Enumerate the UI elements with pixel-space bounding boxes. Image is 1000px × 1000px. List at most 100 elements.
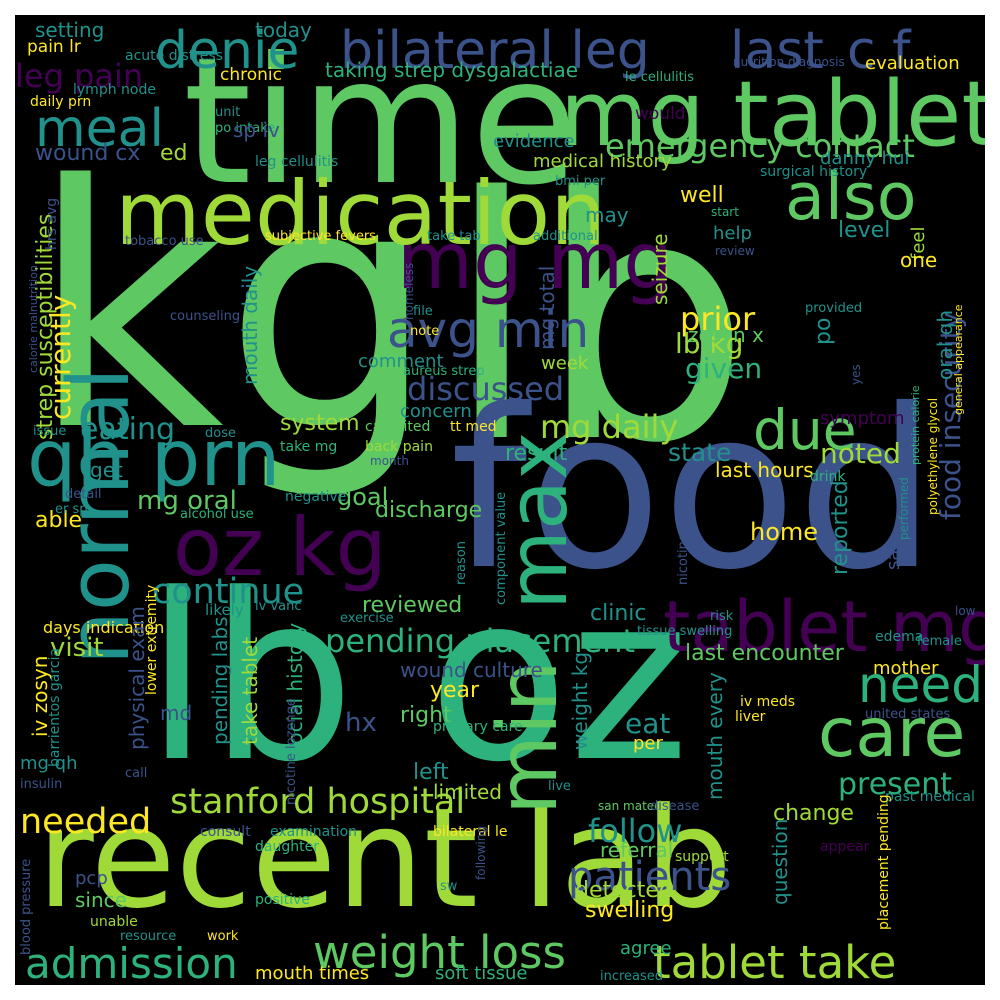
cloud-word: week	[541, 353, 589, 374]
cloud-word: tissue swelling	[637, 624, 733, 639]
cloud-word: continue	[152, 572, 305, 612]
cloud-word: medication	[115, 162, 607, 265]
cloud-word: component value	[494, 491, 509, 605]
cloud-word: meal	[35, 99, 164, 159]
cloud-word: counseling	[170, 309, 241, 324]
cloud-word: examination	[270, 824, 358, 840]
cloud-word: take tablet	[238, 636, 262, 745]
cloud-word: bmi per	[555, 174, 606, 189]
cloud-word: united states	[865, 707, 951, 722]
cloud-word: tablet mg	[663, 586, 985, 668]
cloud-word: denie	[155, 21, 300, 81]
cloud-word: iv vanc	[255, 599, 302, 614]
cloud-word: po	[811, 317, 836, 345]
cloud-word: limited	[433, 780, 502, 804]
cloud-word: level	[838, 218, 891, 243]
cloud-word: negative	[285, 489, 347, 505]
cloud-word: home	[750, 518, 819, 546]
cloud-word: change	[773, 801, 854, 826]
cloud-word: positive	[255, 892, 310, 908]
cloud-word: placement pending	[876, 794, 892, 930]
cloud-word: work	[207, 929, 239, 944]
cloud-word: mg qh	[20, 753, 78, 774]
cloud-word: drink	[810, 469, 846, 485]
cloud-word: dose	[205, 426, 236, 441]
cloud-word: sp iv	[233, 118, 280, 142]
cloud-word: mother	[873, 658, 939, 679]
cloud-word: live	[548, 779, 571, 794]
cloud-word: nicotine patch	[676, 492, 691, 585]
cloud-word: tablet take	[653, 936, 897, 985]
cloud-word: setting	[35, 18, 105, 42]
cloud-word: ed	[160, 141, 188, 166]
cloud-word: clinic	[590, 601, 647, 626]
cloud-word: liver	[735, 709, 766, 725]
word-cloud: kg lb food lb oz time recent lab mg tablet medi…	[15, 15, 985, 985]
cloud-word: sw	[440, 879, 458, 894]
cloud-word: weight kg	[568, 651, 592, 750]
cloud-word: ca united	[365, 419, 431, 435]
cloud-word: right	[400, 703, 452, 728]
cloud-word: call	[125, 766, 148, 781]
cloud-word: pending placement	[325, 622, 636, 660]
cloud-word: wound culture	[400, 658, 543, 682]
cloud-word: alcohol use	[180, 507, 254, 522]
cloud-word: tt med	[450, 419, 497, 435]
cloud-word: time	[183, 21, 579, 224]
cloud-word: hrs avg	[44, 197, 60, 250]
cloud-word: protein calorie	[909, 385, 922, 465]
cloud-word: c f	[847, 21, 911, 81]
cloud-word: one	[900, 248, 938, 272]
cloud-word: per	[633, 733, 663, 754]
cloud-word: emergency contact	[605, 127, 915, 165]
cloud-word: calorie malnutrition	[27, 265, 40, 373]
cloud-word: danny hui	[820, 148, 910, 169]
cloud-word: last hours	[715, 458, 814, 482]
cloud-word: last	[730, 21, 824, 81]
cloud-word: reviewed	[362, 593, 463, 618]
cloud-word: medical history	[533, 151, 672, 172]
cloud-word: female	[917, 634, 962, 649]
cloud-word: seizure	[648, 233, 672, 305]
cloud-word: able	[35, 508, 83, 533]
cloud-word: subjective fevers	[265, 229, 376, 244]
cloud-word: leg pain	[15, 57, 144, 95]
cloud-word: today	[255, 18, 312, 42]
cloud-word: mg mg	[397, 217, 673, 307]
cloud-word: eating	[80, 412, 175, 447]
cloud-word: past medical	[885, 789, 975, 805]
cloud-word: acute distress	[125, 48, 223, 64]
cloud-word: goal	[337, 483, 389, 511]
cloud-word: help	[713, 223, 752, 244]
cloud-word: daily prn	[30, 94, 92, 110]
cloud-word: take tab	[427, 229, 481, 244]
cloud-word: nutrition diagnosis	[733, 55, 845, 69]
cloud-word: nicotine lozenge	[284, 698, 299, 805]
cloud-word: patients	[568, 854, 732, 900]
cloud-word: barrientos garcia	[47, 648, 63, 767]
cloud-word: needed	[20, 802, 152, 842]
cloud-word: need	[858, 656, 983, 714]
cloud-word: unit	[215, 105, 241, 120]
cloud-word: last encounter	[685, 641, 844, 666]
cloud-word: lower extremity	[144, 584, 160, 695]
cloud-word: oz kg	[173, 501, 387, 594]
cloud-word: concern	[400, 401, 472, 422]
cloud-word: resource	[120, 929, 177, 944]
cloud-word: low	[955, 604, 976, 618]
cloud-word: review	[715, 244, 755, 258]
cloud-word: chronic	[220, 65, 282, 85]
cloud-word: leg cellulitis	[255, 154, 339, 170]
cloud-word: iv meds	[740, 694, 796, 710]
cloud-word: wound cx	[35, 141, 141, 166]
cloud-word: primary care	[433, 719, 523, 735]
cloud-word: follow	[588, 812, 683, 850]
cloud-word: disease	[650, 799, 700, 814]
cloud-word: mouth daily	[238, 265, 262, 385]
cloud-word: would	[635, 104, 686, 124]
cloud-word: since	[75, 888, 127, 912]
cloud-word: additional	[533, 229, 598, 244]
cloud-word: general appearance	[952, 304, 965, 415]
cloud-word: prior	[680, 300, 756, 338]
cloud-word: start	[711, 205, 739, 219]
